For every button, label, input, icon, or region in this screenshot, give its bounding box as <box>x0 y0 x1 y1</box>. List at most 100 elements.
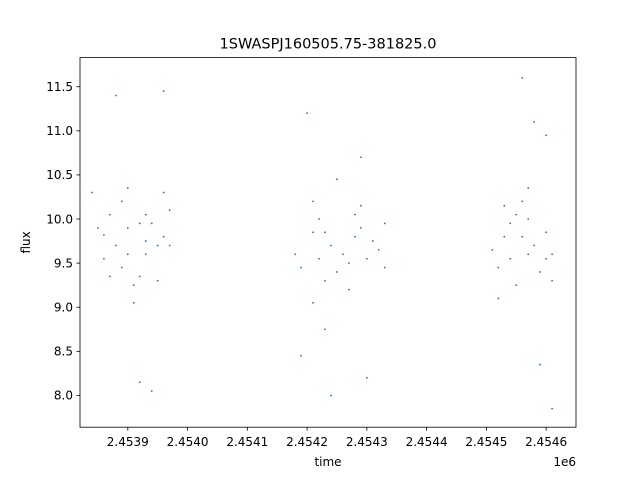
data-point <box>138 381 141 384</box>
x-tick-label: 2.4544 <box>406 435 448 449</box>
data-point <box>545 231 548 234</box>
x-tick-label: 2.4545 <box>465 435 507 449</box>
data-point <box>318 257 320 260</box>
data-point <box>359 156 362 159</box>
data-point <box>294 253 297 256</box>
y-tick-label: 9.5 <box>54 256 73 270</box>
data-point <box>162 235 165 238</box>
x-tick-label: 2.4546 <box>525 435 567 449</box>
data-point <box>97 226 99 229</box>
data-point <box>527 218 530 220</box>
data-point <box>138 275 141 278</box>
y-tick-label: 11.5 <box>46 80 73 94</box>
data-point <box>156 244 159 247</box>
y-tick-label: 10.5 <box>46 168 73 182</box>
data-point <box>348 288 350 291</box>
data-point <box>365 376 368 379</box>
x-tick-label: 2.4542 <box>286 435 328 449</box>
x-tick-label: 2.4541 <box>226 435 268 449</box>
data-point <box>312 301 314 304</box>
data-point <box>300 354 303 357</box>
data-point <box>359 204 362 207</box>
data-point <box>324 328 326 331</box>
data-point <box>527 253 530 256</box>
data-point <box>108 275 111 278</box>
y-tick-label: 8.0 <box>54 389 73 403</box>
data-point <box>371 240 374 242</box>
data-point <box>126 253 129 256</box>
data-point <box>300 266 303 269</box>
data-point <box>330 394 332 397</box>
data-point <box>114 244 117 247</box>
data-point <box>306 112 308 115</box>
data-point <box>324 279 326 282</box>
y-tick-label: 9.0 <box>54 301 73 315</box>
y-axis: 8.0 8.5 9.0 9.5 10.0 10.5 11.0 11.5 <box>46 80 80 403</box>
data-point <box>144 253 147 256</box>
data-point <box>312 231 314 234</box>
data-point <box>144 213 147 216</box>
data-point <box>497 297 500 300</box>
data-point <box>497 266 500 269</box>
data-point <box>377 248 380 251</box>
data-point <box>545 134 548 137</box>
data-point <box>353 213 356 216</box>
data-point <box>545 257 548 260</box>
data-point <box>336 178 338 181</box>
data-point <box>126 187 129 190</box>
x-axis: 2.4539 2.4540 2.4541 2.4542 2.4543 2.4544 2.45… <box>107 427 567 449</box>
data-point <box>551 279 553 282</box>
y-axis-label: flux <box>19 231 33 253</box>
data-point <box>144 240 147 242</box>
data-point <box>324 231 326 234</box>
data-point <box>342 253 344 256</box>
x-axis-label: time <box>314 455 341 469</box>
data-point <box>521 76 524 79</box>
data-point <box>168 244 171 247</box>
data-point <box>162 191 165 194</box>
data-point <box>515 284 518 287</box>
data-point <box>150 390 153 392</box>
y-tick-label: 10.0 <box>46 212 73 226</box>
data-point <box>348 262 350 265</box>
data-point <box>533 121 536 123</box>
data-point <box>103 257 105 260</box>
data-point <box>551 253 553 256</box>
data-point <box>162 90 165 93</box>
data-point <box>114 94 117 97</box>
data-point <box>515 213 518 216</box>
data-point <box>103 234 105 236</box>
data-point <box>503 235 506 238</box>
data-point <box>336 271 338 273</box>
data-point <box>491 248 494 251</box>
data-point <box>156 279 159 282</box>
data-point <box>91 191 93 194</box>
data-point <box>503 204 506 207</box>
data-point <box>132 284 135 287</box>
data-point <box>365 257 368 260</box>
data-point <box>120 200 123 203</box>
data-point <box>521 235 524 238</box>
data-point <box>312 200 314 203</box>
data-point <box>509 222 512 225</box>
data-point <box>521 200 524 203</box>
x-tick-label: 2.4540 <box>167 435 209 449</box>
y-tick-label: 11.0 <box>46 124 73 138</box>
data-point <box>539 271 542 273</box>
data-point <box>527 187 530 190</box>
data-point <box>168 209 171 212</box>
data-points <box>91 76 553 410</box>
chart-title: 1SWASPJ160505.75-381825.0 <box>220 37 437 53</box>
data-point <box>108 213 111 216</box>
y-tick-label: 8.5 <box>54 345 73 359</box>
data-point <box>138 222 141 225</box>
data-point <box>383 266 386 269</box>
data-point <box>359 226 362 229</box>
data-point <box>318 218 320 220</box>
data-point <box>509 257 512 260</box>
x-axis-offset-label: 1e6 <box>553 455 576 469</box>
data-point <box>551 407 553 410</box>
x-tick-label: 2.4539 <box>107 435 149 449</box>
data-point <box>126 226 129 229</box>
data-point <box>132 301 135 304</box>
